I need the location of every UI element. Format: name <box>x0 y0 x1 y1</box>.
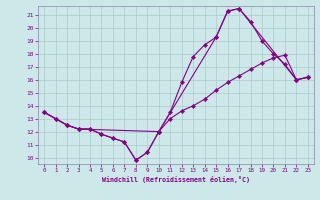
X-axis label: Windchill (Refroidissement éolien,°C): Windchill (Refroidissement éolien,°C) <box>102 176 250 183</box>
